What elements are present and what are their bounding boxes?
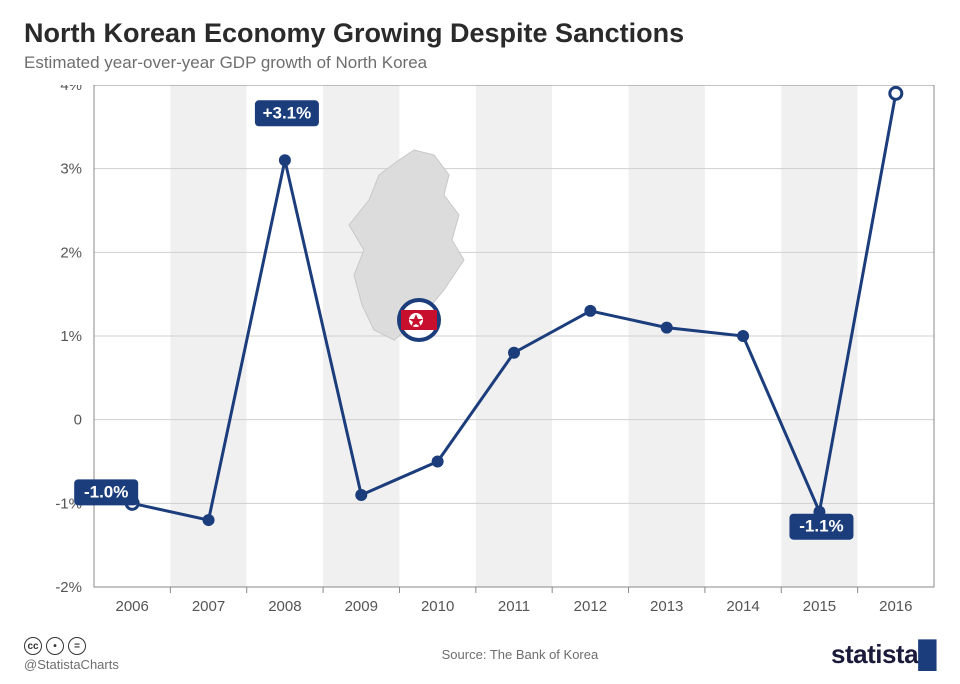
- chart-area: -2%-1%01%2%3%4%2006200720082009201020112…: [24, 85, 936, 633]
- svg-text:2013: 2013: [650, 598, 683, 615]
- chart-subtitle: Estimated year-over-year GDP growth of N…: [24, 53, 936, 73]
- svg-text:0: 0: [74, 412, 82, 429]
- svg-text:3%: 3%: [60, 161, 82, 178]
- svg-text:-1.1%: -1.1%: [799, 517, 843, 536]
- svg-text:2014: 2014: [726, 598, 759, 615]
- svg-text:2009: 2009: [345, 598, 378, 615]
- svg-text:-1.0%: -1.0%: [84, 482, 128, 501]
- svg-text:2007: 2007: [192, 598, 225, 615]
- svg-text:2016: 2016: [879, 598, 912, 615]
- svg-text:2006: 2006: [115, 598, 148, 615]
- svg-text:2010: 2010: [421, 598, 454, 615]
- brand-logo: statista█: [831, 639, 936, 670]
- svg-text:2011: 2011: [498, 598, 530, 615]
- svg-text:+3.1%: +3.1%: [263, 103, 312, 122]
- svg-text:1%: 1%: [60, 328, 82, 345]
- cc-license-icons: cc•=: [24, 637, 119, 655]
- footer: cc•= @StatistaCharts Source: The Bank of…: [24, 637, 936, 672]
- svg-text:2%: 2%: [60, 244, 82, 261]
- credit-handle: @StatistaCharts: [24, 657, 119, 672]
- svg-text:2012: 2012: [574, 598, 607, 615]
- svg-text:2015: 2015: [803, 598, 836, 615]
- source-label: Source: The Bank of Korea: [442, 647, 599, 662]
- svg-text:2008: 2008: [268, 598, 301, 615]
- svg-text:4%: 4%: [60, 85, 82, 94]
- chart-title: North Korean Economy Growing Despite San…: [24, 18, 936, 49]
- svg-text:-2%: -2%: [55, 579, 82, 596]
